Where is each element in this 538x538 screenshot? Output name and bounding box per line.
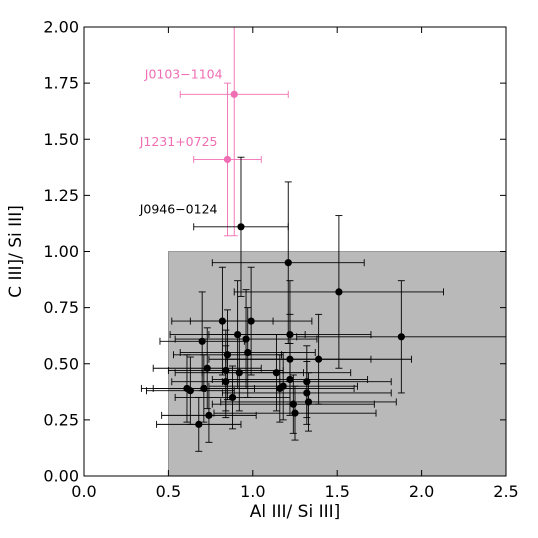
data-point [286, 375, 294, 384]
data-point [304, 398, 313, 406]
x-tick-label: 2.5 [493, 482, 518, 501]
data-point [276, 384, 284, 393]
data-point [200, 384, 208, 393]
data-point [272, 369, 281, 377]
annotations-layer: J0103−1104 J1231+0725 J0946−0124 [139, 67, 223, 217]
data-point [198, 337, 206, 345]
data-point [223, 351, 232, 359]
data-point [247, 317, 255, 325]
data-point [234, 330, 242, 339]
y-axis-ticks: 0.00 0.25 0.50 0.75 1.00 1.25 1.50 1.75 2.00 [43, 18, 506, 486]
data-point [315, 355, 323, 363]
y-tick-label: 1.75 [43, 74, 79, 93]
y-tick-label: 0.50 [43, 354, 79, 373]
point-annotation: J1231+0725 [139, 134, 218, 149]
data-point [289, 400, 297, 408]
data-point [228, 393, 237, 402]
data-point [222, 378, 230, 386]
y-tick-label: 2.00 [43, 18, 79, 37]
x-tick-label: 0.5 [156, 482, 181, 501]
data-point [291, 409, 299, 417]
y-axis-title: C III]/ Si III] [6, 205, 26, 298]
point-annotation: J0946−0124 [139, 201, 218, 216]
x-axis-ticks: 0.0 0.5 1.0 1.5 2.0 2.5 [71, 27, 519, 501]
x-tick-label: 2.0 [409, 482, 434, 501]
shaded-region [167, 251, 507, 477]
y-tick-label: 1.00 [43, 242, 79, 261]
data-point [303, 378, 311, 386]
data-point [335, 288, 343, 296]
y-tick-label: 1.25 [43, 186, 79, 205]
data-point [242, 335, 250, 343]
data-point [186, 387, 194, 395]
data-point [244, 348, 252, 357]
data-point [284, 259, 292, 267]
x-axis-title: Al III/ Si III] [250, 502, 341, 522]
y-tick-label: 0.25 [43, 410, 79, 429]
highlight-point [223, 155, 232, 164]
highlight-point [230, 90, 238, 98]
point-annotation: J0103−1104 [144, 67, 223, 82]
data-points-layer [183, 90, 405, 428]
data-point [205, 411, 213, 419]
data-point [237, 223, 245, 231]
x-tick-label: 1.5 [324, 482, 349, 501]
data-point [286, 355, 294, 363]
data-point [235, 369, 243, 377]
data-point [195, 420, 203, 428]
data-point [218, 317, 227, 325]
y-tick-label: 0.75 [43, 298, 79, 317]
y-tick-label: 0.00 [43, 467, 79, 486]
x-tick-label: 0.0 [71, 482, 96, 501]
data-point [222, 366, 230, 375]
data-point [397, 333, 405, 341]
shaded-region-layer [167, 251, 507, 477]
data-point [286, 330, 294, 339]
data-point [203, 364, 211, 372]
data-point [303, 389, 311, 397]
x-tick-label: 1.0 [240, 482, 265, 501]
y-tick-label: 1.50 [43, 130, 79, 149]
